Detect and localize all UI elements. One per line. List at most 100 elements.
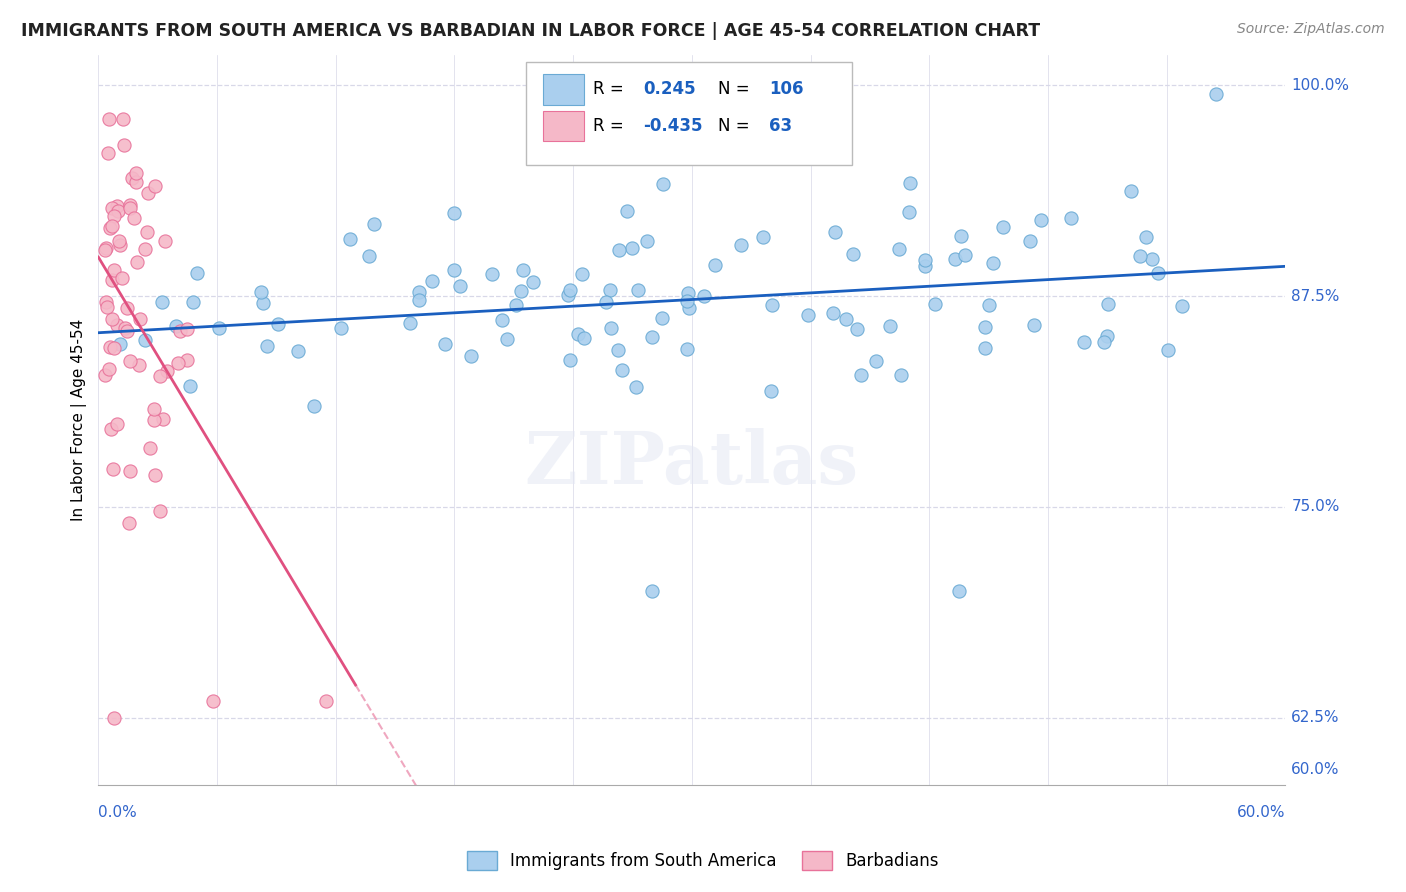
Point: [1097, 297, 1119, 311]
Point: [846, 322, 869, 336]
Point: [865, 354, 887, 368]
Point: [974, 342, 997, 356]
Point: [890, 368, 912, 382]
Point: [142, 413, 165, 427]
Point: [249, 285, 271, 300]
Point: [652, 178, 675, 192]
Point: [606, 343, 628, 357]
Point: [120, 201, 142, 215]
Point: [103, 209, 125, 223]
Point: [973, 320, 995, 334]
Point: [616, 204, 638, 219]
Point: [186, 266, 208, 280]
Point: [950, 228, 973, 243]
Point: [505, 298, 527, 312]
Point: [898, 205, 921, 219]
Point: [522, 275, 544, 289]
Point: [900, 177, 922, 191]
Point: [207, 320, 229, 334]
Point: [693, 289, 716, 303]
FancyBboxPatch shape: [544, 74, 583, 104]
Point: [676, 342, 699, 356]
Point: [101, 461, 124, 475]
Point: [991, 220, 1014, 235]
Text: 0.245: 0.245: [643, 80, 696, 98]
Point: [96, 300, 118, 314]
Point: [1146, 266, 1168, 280]
Point: [914, 259, 936, 273]
Point: [112, 112, 135, 127]
Point: [118, 516, 141, 530]
Point: [315, 694, 337, 708]
Point: [97, 112, 120, 127]
Point: [676, 285, 699, 300]
Text: 100.0%: 100.0%: [1291, 78, 1350, 93]
Point: [122, 211, 145, 226]
Point: [610, 363, 633, 377]
Point: [105, 417, 128, 432]
Text: N =: N =: [718, 80, 755, 98]
Point: [150, 295, 173, 310]
Text: IMMIGRANTS FROM SOUTH AMERICA VS BARBADIAN IN LABOR FORCE | AGE 45-54 CORRELATIO: IMMIGRANTS FROM SOUTH AMERICA VS BARBADI…: [21, 22, 1040, 40]
Point: [851, 368, 873, 382]
Point: [1121, 184, 1143, 198]
Point: [558, 283, 581, 297]
Point: [96, 242, 118, 256]
Point: [609, 243, 631, 257]
Point: [252, 296, 274, 310]
Point: [128, 358, 150, 372]
Point: [143, 401, 166, 416]
Point: [703, 258, 725, 272]
Point: [761, 297, 783, 311]
Text: ZIPatlas: ZIPatlas: [524, 428, 859, 500]
Text: 0.0%: 0.0%: [98, 805, 138, 821]
Point: [636, 235, 658, 249]
Point: [166, 356, 188, 370]
Text: 60.0%: 60.0%: [1291, 762, 1340, 777]
Point: [107, 204, 129, 219]
Point: [138, 186, 160, 200]
Point: [1140, 252, 1163, 267]
Point: [120, 197, 142, 211]
Point: [134, 243, 156, 257]
Text: 63: 63: [769, 117, 792, 135]
Point: [512, 263, 534, 277]
Point: [626, 283, 648, 297]
FancyBboxPatch shape: [544, 111, 583, 141]
Point: [202, 694, 225, 708]
Point: [399, 316, 422, 330]
Point: [1018, 234, 1040, 248]
Point: [304, 399, 326, 413]
Point: [948, 584, 970, 599]
Point: [339, 232, 361, 246]
Point: [599, 283, 621, 297]
Point: [1097, 329, 1119, 343]
Point: [330, 321, 353, 335]
Point: [1060, 211, 1083, 225]
Point: [558, 353, 581, 368]
Point: [599, 320, 621, 334]
Point: [176, 322, 198, 336]
Point: [115, 301, 138, 315]
Point: [94, 295, 117, 310]
Text: -0.435: -0.435: [643, 117, 703, 135]
Point: [1031, 212, 1053, 227]
Point: [823, 306, 845, 320]
Point: [835, 312, 858, 326]
Point: [100, 219, 122, 233]
Point: [101, 273, 124, 287]
Point: [943, 252, 966, 266]
Point: [752, 230, 775, 244]
Text: Source: ZipAtlas.com: Source: ZipAtlas.com: [1237, 22, 1385, 37]
Point: [103, 263, 125, 277]
Point: [94, 368, 117, 383]
Point: [101, 201, 124, 215]
Point: [914, 253, 936, 268]
Point: [675, 293, 697, 308]
Point: [149, 503, 172, 517]
Point: [1171, 299, 1194, 313]
Point: [841, 247, 863, 261]
Point: [121, 171, 143, 186]
Point: [567, 326, 589, 341]
Text: R =: R =: [593, 80, 630, 98]
